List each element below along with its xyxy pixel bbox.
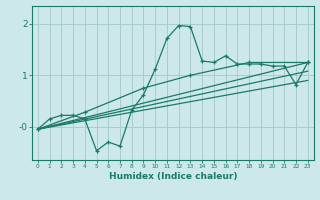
X-axis label: Humidex (Indice chaleur): Humidex (Indice chaleur) xyxy=(108,172,237,181)
